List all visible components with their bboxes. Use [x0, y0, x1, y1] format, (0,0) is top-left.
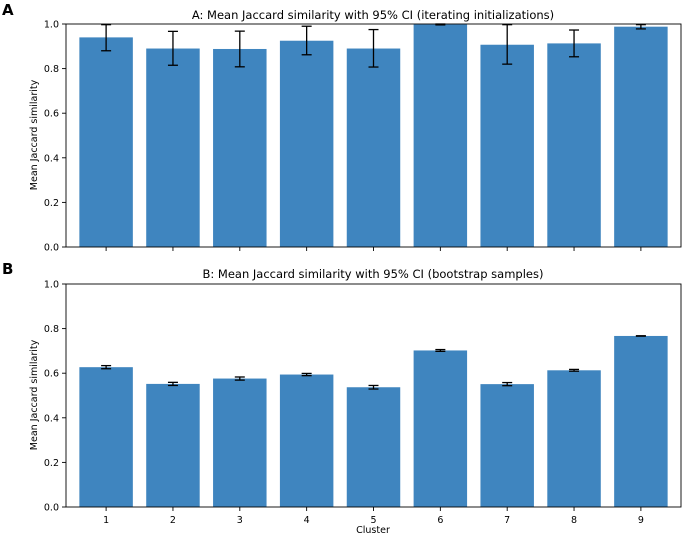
panel-b-errorbar — [435, 348, 446, 352]
panel-b-plot: 0.0 0.2 0.4 0.6 0.8 1.0 1 2 3 4 5 6 7 8 9 — [44, 280, 682, 526]
panel-a-bar — [480, 44, 534, 247]
panel-b-errorbar — [167, 381, 178, 387]
panel-a-ytick-label: 1.0 — [44, 20, 59, 31]
panel-b-ytick-label: 0.0 — [44, 503, 59, 514]
panel-b-bar — [146, 383, 200, 507]
panel-a-title: A: Mean Jaccard similarity with 95% CI (… — [192, 8, 554, 22]
panel-a-errorbar — [167, 30, 178, 66]
panel-a-ytick-label: 0.6 — [44, 109, 59, 120]
panel-b-errorbar — [301, 372, 312, 377]
panel-b: B B: Mean Jaccard similarity with 95% CI… — [2, 260, 682, 536]
panel-a-ytick-label: 0.2 — [44, 198, 59, 209]
panel-b-xtick-label: 9 — [638, 515, 644, 526]
panel-b-letter: B — [2, 260, 13, 278]
panel-a-plot: 0.0 0.2 0.4 0.6 0.8 1.0 — [44, 20, 682, 254]
panel-a-errorbar — [569, 29, 580, 58]
panel-a-bar — [79, 37, 133, 247]
panel-b-xtick-label: 3 — [237, 515, 243, 526]
panel-b-bar — [413, 350, 468, 507]
panel-a-letter: A — [2, 1, 14, 19]
panel-b-xtick-label: 8 — [571, 515, 577, 526]
panel-b-xtick-label: 4 — [304, 515, 310, 526]
panel-a-errorbar — [101, 24, 112, 52]
panel-a-errorbar — [502, 24, 513, 65]
panel-a: A A: Mean Jaccard similarity with 95% CI… — [2, 1, 682, 254]
panel-b-errorbar — [368, 384, 379, 390]
panel-b-xlabel: Cluster — [356, 525, 390, 536]
panel-a-bar — [279, 40, 334, 247]
panel-b-errorbar — [234, 376, 245, 381]
panel-b-ytick-label: 0.6 — [44, 369, 59, 380]
panel-a-errorbar — [234, 30, 245, 68]
panel-b-ytick-label: 0.2 — [44, 458, 59, 469]
panel-b-xtick-label: 5 — [370, 515, 376, 526]
panel-b-xtick-label: 7 — [504, 515, 510, 526]
panel-b-bar — [346, 387, 401, 507]
panel-b-ytick-label: 0.4 — [44, 413, 59, 424]
panel-a-errorbar — [635, 24, 646, 30]
panel-a-errorbar — [301, 25, 312, 56]
panel-b-errorbar — [569, 368, 580, 372]
panel-b-bar — [614, 335, 668, 507]
panel-a-bar — [547, 43, 601, 247]
panel-b-xtick-label: 1 — [103, 515, 109, 526]
panel-a-ylabel: Mean Jaccard similarity — [29, 79, 40, 190]
panel-b-ylabel: Mean Jaccard similarity — [29, 339, 40, 450]
panel-a-errorbar — [368, 28, 379, 68]
panel-b-bar — [79, 367, 133, 507]
panel-b-bar — [547, 370, 601, 507]
panel-a-bar — [413, 24, 468, 247]
panel-b-bar — [279, 374, 334, 507]
panel-b-ytick-label: 1.0 — [44, 280, 59, 291]
panel-a-ytick-label: 0.8 — [44, 64, 59, 75]
panel-b-ytick-label: 0.8 — [44, 324, 59, 335]
panel-b-xtick-label: 6 — [437, 515, 443, 526]
panel-a-ytick-label: 0.4 — [44, 153, 59, 164]
panel-b-bar — [213, 378, 267, 507]
panel-a-bar — [213, 48, 267, 248]
panel-b-xtick-label: 2 — [170, 515, 176, 526]
panel-a-bar — [614, 26, 668, 248]
panel-a-bar — [346, 48, 401, 247]
panel-b-errorbar — [101, 364, 112, 370]
panel-a-bar — [146, 48, 200, 247]
panel-b-bar — [480, 384, 534, 507]
panel-b-title: B: Mean Jaccard similarity with 95% CI (… — [203, 267, 544, 281]
panel-b-errorbar — [502, 381, 513, 387]
panel-a-ytick-label: 0.0 — [44, 243, 59, 254]
